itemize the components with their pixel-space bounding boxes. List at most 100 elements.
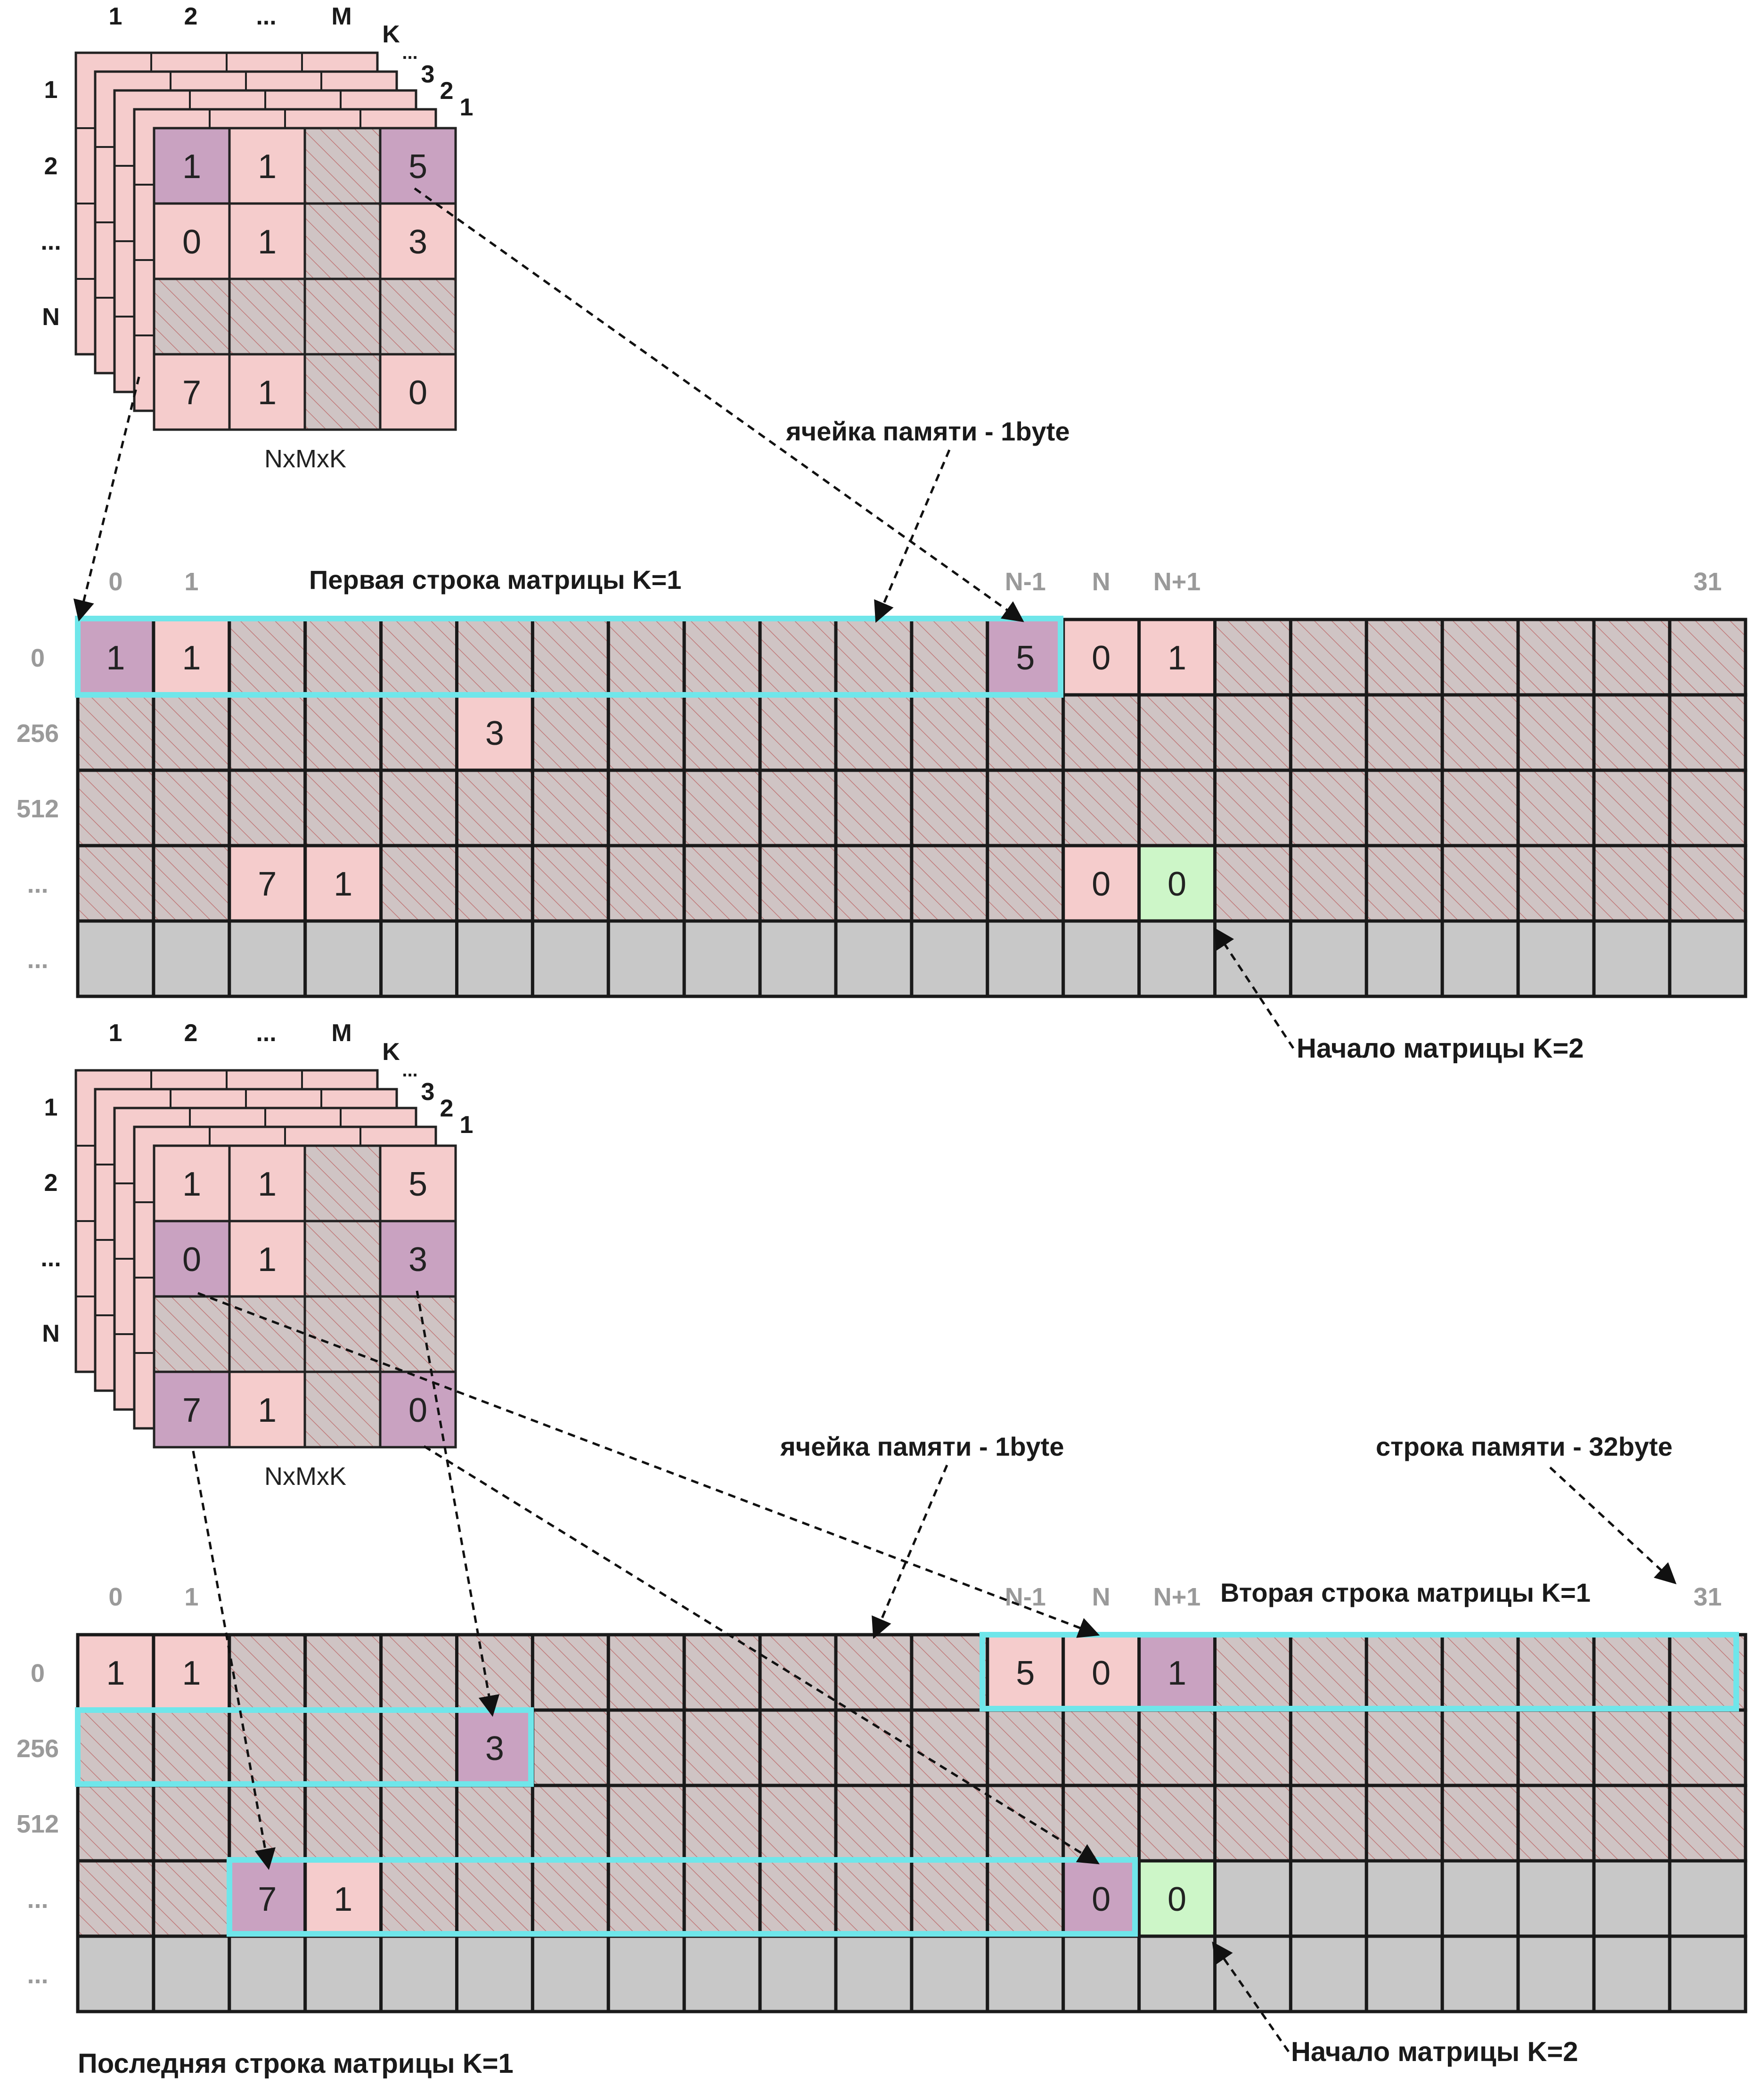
memory-cell (1592, 844, 1672, 923)
memory-cell (1213, 1859, 1292, 1938)
memory-col-label: N-1 (1005, 568, 1046, 596)
memory-cell (76, 693, 155, 772)
memory-row-label: ... (27, 945, 48, 974)
memory-cell (1668, 919, 1748, 998)
memory-cell (1516, 618, 1596, 697)
memory-cell (379, 919, 458, 998)
memory-cell (1516, 1784, 1596, 1863)
memory-cell (986, 768, 1065, 847)
cube-1-row-label-3: ... (41, 228, 61, 255)
memory-cell (1592, 919, 1672, 998)
memory-cell (379, 1934, 458, 2013)
cube-1-depth-label-2: 3 (421, 61, 435, 88)
memory-cell (682, 618, 762, 697)
memory-cell (1062, 693, 1141, 772)
memory-cell (834, 844, 914, 923)
memory-cell (1062, 768, 1141, 847)
memory-cell (1592, 1859, 1672, 1938)
cube-2-row-label-4: N (42, 1320, 60, 1347)
memory-cell (455, 768, 534, 847)
cube-cell-value: 1 (182, 148, 201, 186)
memory-cell (1062, 919, 1141, 998)
memory-cell (910, 919, 989, 998)
memory-cell (758, 1784, 838, 1863)
memory-cell (1364, 844, 1444, 923)
cube-2: 1 1 50 1 37 1 0 1 2 ... M K ... 3 2 1 1 2 ... … (41, 1019, 473, 1491)
memory-cell (834, 1633, 914, 1712)
memory-cell (986, 1784, 1065, 1863)
memory-cell (682, 1633, 762, 1712)
memory-cell-value: 5 (1016, 1654, 1035, 1692)
memory-cell (986, 1934, 1065, 2013)
memory-cell (1213, 919, 1292, 998)
cube-cell (303, 277, 382, 356)
memory-cell (1364, 1708, 1444, 1787)
memory-cell-value: 3 (485, 1730, 504, 1768)
memory-cell (303, 1633, 383, 1712)
memory-cell (1289, 693, 1368, 772)
memory-cell (379, 618, 458, 697)
cube-2-depth-label-4: 1 (460, 1111, 474, 1139)
cube-2-depth-label-2: 3 (421, 1078, 435, 1106)
cube-1-depth-label-3: 2 (440, 77, 454, 105)
cube-cell (303, 127, 382, 205)
cube-cell (303, 1220, 382, 1298)
memory-cell-value: 0 (1092, 639, 1111, 677)
memory-cell (1516, 1708, 1596, 1787)
memory-cell (682, 693, 762, 772)
memory-cell (455, 1784, 534, 1863)
cube-cell-value: 5 (408, 148, 427, 186)
memory-cell (910, 1708, 989, 1787)
memory-cell (1062, 1934, 1141, 2013)
memory-cell (1289, 1934, 1368, 2013)
second-row-title: Вторая строка матрицы K=1 (1220, 1578, 1591, 1607)
memory-cell (1289, 1633, 1368, 1712)
cube-1-col-label-3: ... (256, 3, 276, 30)
memory-cell-value: 1 (106, 1654, 125, 1692)
memory-cell (834, 1859, 914, 1938)
memory-cell (531, 618, 610, 697)
cube-1-row-label-1: 1 (44, 76, 58, 104)
memory-cell (455, 1859, 534, 1938)
arrow-mem-cell-2 (872, 1465, 948, 1639)
cube-1-col-label-1: 1 (109, 3, 122, 30)
memory-cell (1516, 1934, 1596, 2013)
memory-cell (1440, 1859, 1520, 1938)
memory-cell (531, 1784, 610, 1863)
memory-cell (1137, 768, 1217, 847)
cube-cell (153, 202, 231, 280)
memory-cell (1213, 1784, 1292, 1863)
cube-cell-value: 1 (258, 148, 277, 186)
cube-1-k-label: K (382, 21, 400, 48)
cube-2-col-label-4: M (331, 1019, 351, 1047)
memory-cell (1289, 919, 1368, 998)
memory-cell (1516, 768, 1596, 847)
memory-cell (1364, 693, 1444, 772)
memory-cell (455, 844, 534, 923)
memory-cell (986, 919, 1065, 998)
memory-cell (1440, 1934, 1520, 2013)
memory-cell (986, 1708, 1065, 1787)
memory-cell (682, 1934, 762, 2013)
memory-cell (758, 1708, 838, 1787)
memory-row-label: 512 (16, 795, 59, 823)
memory-cell (1289, 844, 1368, 923)
memory-col-label: 1 (184, 1583, 198, 1611)
memory-cell (606, 1859, 686, 1938)
memory-cell (682, 1708, 762, 1787)
memory-cell (1440, 1708, 1520, 1787)
memory-cell (152, 1784, 231, 1863)
memory-grid-2-row-labels: 0 256 512...... (16, 1659, 59, 1989)
cube-1-col-label-2: 2 (184, 3, 198, 30)
memory-cell (1289, 1708, 1368, 1787)
cube-2-row-label-3: ... (41, 1245, 61, 1272)
memory-cell-value: 0 (1092, 1654, 1111, 1692)
memory-cell (606, 844, 686, 923)
mem-cell-annotation-2: ячейка памяти - 1byte (780, 1432, 1064, 1461)
memory-cell (1213, 844, 1292, 923)
arrow-cube2-m-cell-last-row (423, 1445, 1100, 1865)
cube-2-row-label-2: 2 (44, 1169, 58, 1197)
cube-cell (303, 1370, 382, 1449)
memory-cell (1592, 768, 1672, 847)
cube-cell-value: 3 (408, 223, 427, 261)
